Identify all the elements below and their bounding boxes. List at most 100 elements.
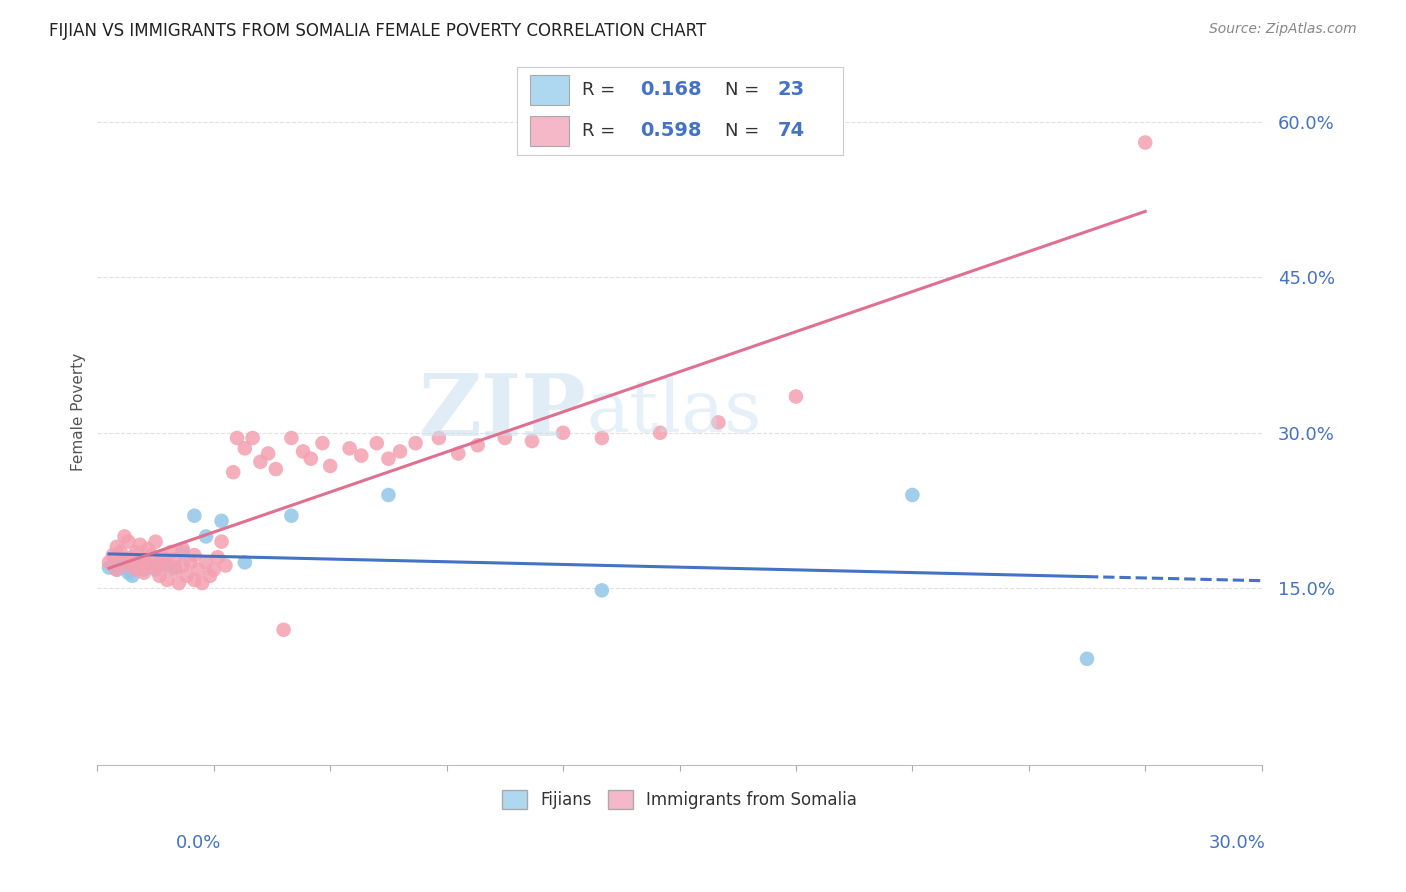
Point bbox=[136, 541, 159, 556]
Point bbox=[1076, 652, 1098, 666]
Point bbox=[163, 560, 186, 574]
Legend: Fijians, Immigrants from Somalia: Fijians, Immigrants from Somalia bbox=[495, 783, 865, 816]
Point bbox=[105, 540, 128, 554]
Point bbox=[117, 558, 139, 573]
Point bbox=[105, 563, 128, 577]
Point bbox=[160, 545, 183, 559]
Point bbox=[226, 431, 249, 445]
Point bbox=[121, 550, 143, 565]
Point bbox=[339, 442, 361, 456]
Point bbox=[141, 548, 163, 562]
Point bbox=[319, 458, 342, 473]
Text: 30.0%: 30.0% bbox=[1209, 834, 1265, 852]
Point bbox=[389, 444, 412, 458]
Point bbox=[183, 548, 205, 562]
Point bbox=[299, 451, 322, 466]
Point bbox=[273, 623, 295, 637]
Point bbox=[901, 488, 924, 502]
Point bbox=[176, 569, 198, 583]
Point bbox=[101, 558, 124, 573]
Point bbox=[101, 548, 124, 562]
Point bbox=[136, 558, 159, 573]
Point bbox=[195, 529, 218, 543]
Point bbox=[179, 555, 201, 569]
Point bbox=[156, 558, 179, 573]
Point bbox=[214, 558, 236, 573]
Point bbox=[129, 538, 152, 552]
Point bbox=[257, 446, 280, 460]
Point bbox=[494, 431, 516, 445]
Point bbox=[233, 442, 256, 456]
Point bbox=[551, 425, 574, 440]
Point bbox=[183, 508, 205, 523]
Point bbox=[707, 416, 730, 430]
Text: Source: ZipAtlas.com: Source: ZipAtlas.com bbox=[1209, 22, 1357, 37]
Point bbox=[377, 488, 399, 502]
Point bbox=[105, 563, 128, 577]
Point bbox=[222, 465, 245, 479]
Point bbox=[211, 514, 233, 528]
Point bbox=[98, 555, 121, 569]
Point bbox=[125, 563, 148, 577]
Point bbox=[280, 508, 302, 523]
Point bbox=[167, 576, 190, 591]
Point bbox=[148, 569, 170, 583]
Point bbox=[148, 555, 170, 569]
Point bbox=[191, 576, 214, 591]
Text: 0.0%: 0.0% bbox=[176, 834, 221, 852]
Point bbox=[163, 563, 186, 577]
Text: FIJIAN VS IMMIGRANTS FROM SOMALIA FEMALE POVERTY CORRELATION CHART: FIJIAN VS IMMIGRANTS FROM SOMALIA FEMALE… bbox=[49, 22, 706, 40]
Point bbox=[264, 462, 287, 476]
Point bbox=[311, 436, 333, 450]
Point bbox=[591, 583, 613, 598]
Point bbox=[249, 455, 271, 469]
Text: atlas: atlas bbox=[586, 376, 762, 447]
Point bbox=[163, 552, 186, 566]
Point bbox=[114, 552, 136, 566]
Point bbox=[145, 534, 167, 549]
Point bbox=[785, 390, 807, 404]
Point bbox=[98, 560, 121, 574]
Point bbox=[125, 545, 148, 559]
Point bbox=[195, 555, 218, 569]
Point bbox=[114, 529, 136, 543]
Point bbox=[280, 431, 302, 445]
Point bbox=[467, 438, 489, 452]
Point bbox=[377, 451, 399, 466]
Point bbox=[152, 550, 174, 565]
Point bbox=[591, 431, 613, 445]
Point bbox=[132, 566, 155, 580]
Point bbox=[141, 558, 163, 573]
Point bbox=[292, 444, 315, 458]
Point bbox=[125, 555, 148, 569]
Point bbox=[187, 563, 209, 577]
Point bbox=[183, 573, 205, 587]
Point bbox=[350, 449, 373, 463]
Point bbox=[242, 431, 264, 445]
Point bbox=[132, 563, 155, 577]
Point bbox=[156, 573, 179, 587]
Point bbox=[172, 558, 194, 573]
Point bbox=[172, 541, 194, 556]
Point bbox=[121, 569, 143, 583]
Point bbox=[172, 545, 194, 559]
Point bbox=[202, 563, 225, 577]
Point bbox=[145, 560, 167, 574]
Point bbox=[520, 434, 543, 448]
Point bbox=[156, 558, 179, 573]
Point bbox=[366, 436, 388, 450]
Point bbox=[207, 550, 229, 565]
Point bbox=[233, 555, 256, 569]
Point bbox=[447, 446, 470, 460]
Point bbox=[198, 569, 221, 583]
Point bbox=[129, 555, 152, 569]
Point bbox=[110, 555, 132, 569]
Point bbox=[114, 560, 136, 574]
Point bbox=[211, 534, 233, 549]
Point bbox=[110, 545, 132, 559]
Text: ZIP: ZIP bbox=[419, 370, 586, 454]
Point bbox=[145, 563, 167, 577]
Point bbox=[405, 436, 427, 450]
Point bbox=[132, 552, 155, 566]
Point bbox=[427, 431, 450, 445]
